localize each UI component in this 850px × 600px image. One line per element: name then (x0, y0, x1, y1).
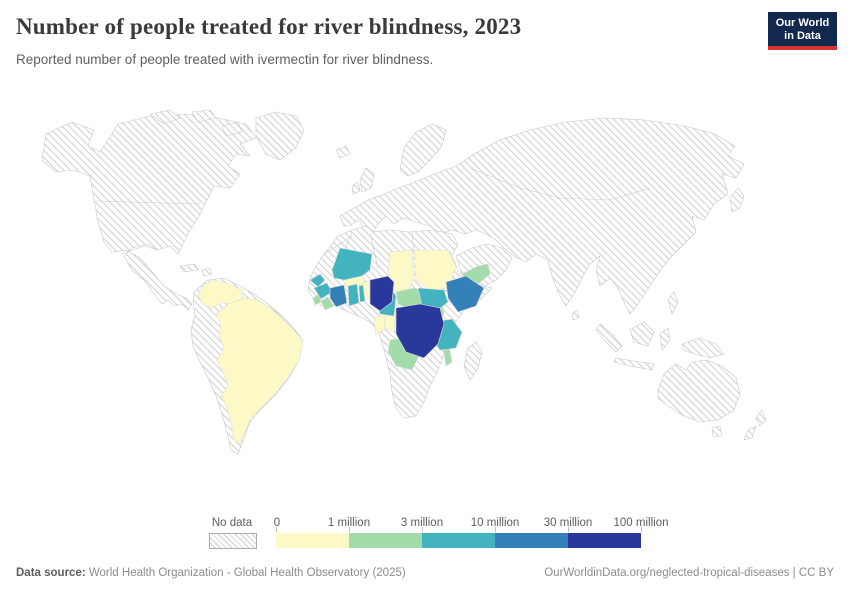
legend-swatch-3-10m[interactable] (422, 533, 495, 548)
legend-tick (276, 527, 277, 532)
page-subtitle: Reported number of people treated with i… (16, 52, 434, 67)
country-togo[interactable] (358, 284, 366, 303)
legend-tick-label: 30 million (543, 517, 593, 529)
country-borders (95, 167, 651, 269)
owid-logo[interactable]: Our World in Data (768, 12, 837, 50)
legend-tick-label: 3 million (400, 517, 444, 529)
owid-logo-box: Our World in Data (768, 12, 837, 46)
country-united-kingdom (359, 167, 375, 193)
data-source-note: Data source: World Health Organization -… (16, 567, 406, 579)
legend-tick-label: 1 million (327, 517, 371, 529)
bin-30-100-million-countries (369, 275, 445, 359)
country-sumatra (595, 323, 623, 353)
legend-tick-label: 0 (273, 517, 281, 529)
country-south-sudan[interactable] (417, 287, 449, 311)
country-philippines (667, 291, 679, 315)
world-map-container (0, 108, 850, 500)
legend-tick (495, 527, 496, 532)
country-sierra-leone[interactable] (312, 293, 322, 306)
legend-tick (349, 527, 350, 532)
credit-link[interactable]: OurWorldinData.org/neglected-tropical-di… (544, 567, 834, 579)
legend-swatch-1-3m[interactable] (349, 533, 422, 548)
country-australia (657, 359, 741, 423)
country-mali[interactable] (331, 247, 373, 281)
owid-logo-accent-bar (768, 46, 837, 50)
country-new-zealand-north (755, 409, 767, 427)
country-ghana[interactable] (347, 283, 360, 307)
world-map (41, 109, 767, 455)
country-cote-divoire[interactable] (329, 284, 348, 308)
legend-no-data-label: No data (211, 517, 253, 529)
arctic-island (149, 109, 181, 125)
country-hispaniola (201, 267, 213, 277)
bin-10-30-million-countries (329, 275, 485, 313)
legend-tick (568, 527, 569, 532)
country-tasmania (711, 425, 723, 438)
legend-tick-label: 10 million (470, 517, 520, 529)
legend-swatch-0-1m[interactable] (276, 533, 349, 548)
country-new-zealand-south (743, 425, 757, 441)
arctic-island (221, 121, 243, 137)
legend-tick (641, 527, 642, 532)
bin-0-1-million-countries (197, 249, 457, 445)
page-title: Number of people treated for river blind… (16, 14, 522, 39)
legend-color-bar (276, 533, 641, 548)
legend-tick (422, 527, 423, 532)
owid-logo-line2: in Data (784, 29, 821, 42)
map-legend: No data 0 1 million 3 million 10 million… (0, 516, 850, 552)
legend-tick-label: 100 million (613, 517, 669, 529)
country-borneo (629, 321, 655, 347)
country-liberia[interactable] (320, 296, 335, 311)
country-ethiopia[interactable] (445, 275, 485, 313)
country-nigeria[interactable] (369, 275, 395, 312)
country-brazil[interactable] (215, 297, 304, 445)
data-source-text: World Health Organization - Global Healt… (85, 567, 406, 579)
country-ireland (351, 181, 361, 195)
country-sri-lanka (571, 309, 580, 321)
country-sulawesi (659, 327, 671, 351)
country-japan (729, 187, 745, 213)
country-iceland (335, 145, 351, 159)
arctic-island (191, 109, 217, 123)
legend-swatch-30-100m[interactable] (568, 533, 641, 548)
legend-swatch-10-30m[interactable] (495, 533, 568, 548)
data-source-label: Data source: (16, 567, 86, 579)
country-scandinavia (399, 123, 447, 177)
owid-logo-line1: Our World (775, 17, 830, 29)
country-democratic-republic-of-congo[interactable] (395, 303, 445, 359)
country-new-guinea (681, 337, 725, 359)
country-cuba (179, 263, 200, 273)
country-greenland (255, 111, 305, 161)
country-java (613, 357, 655, 371)
country-senegal[interactable] (309, 273, 326, 288)
legend-no-data-swatch[interactable] (209, 533, 257, 549)
country-madagascar (463, 341, 483, 381)
